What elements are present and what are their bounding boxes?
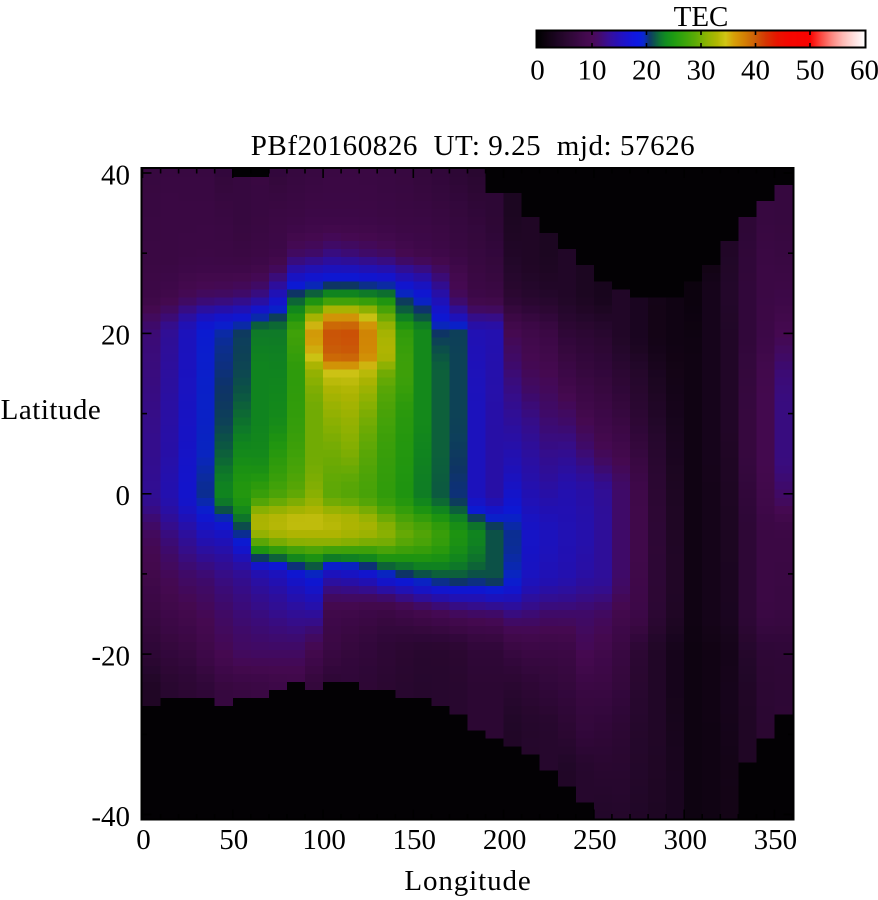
svg-text:40: 40 — [741, 55, 770, 87]
svg-text:300: 300 — [663, 824, 707, 856]
svg-text:-40: -40 — [91, 801, 130, 833]
svg-text:10: 10 — [578, 55, 607, 87]
svg-text:50: 50 — [219, 824, 248, 856]
svg-text:40: 40 — [101, 159, 130, 191]
svg-text:Latitude: Latitude — [1, 394, 102, 426]
svg-text:150: 150 — [393, 824, 437, 856]
svg-text:100: 100 — [302, 824, 346, 856]
svg-text:60: 60 — [850, 55, 878, 87]
svg-text:350: 350 — [754, 824, 798, 856]
svg-text:0: 0 — [136, 824, 151, 856]
svg-text:0: 0 — [530, 55, 545, 87]
svg-text:250: 250 — [573, 824, 617, 856]
svg-text:0: 0 — [116, 480, 131, 512]
svg-text:200: 200 — [483, 824, 527, 856]
svg-text:PBf20160826 UT: 9.25 mjd: 57: PBf20160826 UT: 9.25 mjd: 57626 — [251, 130, 695, 162]
svg-text:Longitude: Longitude — [404, 865, 531, 897]
svg-text:50: 50 — [796, 55, 825, 87]
svg-text:TEC: TEC — [674, 1, 729, 33]
svg-text:20: 20 — [632, 55, 661, 87]
svg-text:-20: -20 — [91, 640, 130, 672]
svg-text:20: 20 — [101, 320, 130, 352]
svg-text:30: 30 — [687, 55, 716, 87]
